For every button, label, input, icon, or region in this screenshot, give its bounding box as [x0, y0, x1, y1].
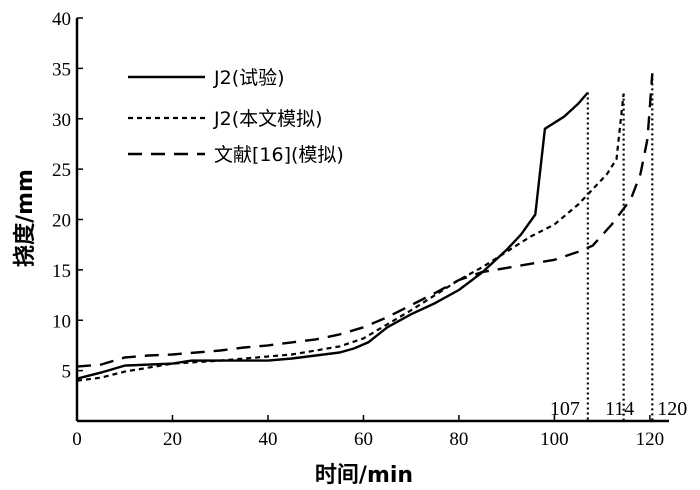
y-tick-label: 35 — [52, 59, 71, 80]
x-tick-label: 60 — [354, 429, 373, 450]
x-tick-label: 100 — [540, 429, 569, 450]
y-tick-label: 40 — [52, 9, 71, 30]
series-simulation-curve — [76, 93, 625, 382]
x-tick-label: 20 — [163, 429, 182, 450]
failure-time-label: 120 — [657, 398, 687, 420]
plot-frame — [75, 18, 669, 423]
x-axis-title: 时间/min — [315, 463, 413, 488]
failure-time-label: 107 — [550, 398, 580, 420]
x-tick-label: 120 — [636, 429, 665, 450]
legend-label-test: J2(试验) — [213, 67, 285, 89]
legend-label-ref: 文献[16](模拟) — [214, 144, 344, 166]
y-tick-label: 20 — [52, 211, 71, 232]
y-tick-label: 10 — [52, 311, 71, 332]
legend: J2(试验) J2(本文模拟) 文献[16](模拟) — [128, 67, 344, 166]
x-tick-label: 80 — [449, 429, 468, 450]
y-axis-ticks: 5 10 15 20 25 30 35 40 — [52, 9, 83, 383]
y-axis-title: 挠度/mm — [12, 169, 38, 267]
legend-label-sim: J2(本文模拟) — [213, 108, 323, 130]
y-tick-label: 15 — [52, 261, 71, 282]
y-tick-label: 30 — [52, 110, 71, 131]
series-reference-curve — [76, 73, 654, 368]
y-tick-label: 5 — [62, 362, 72, 383]
y-tick-label: 25 — [52, 160, 71, 181]
x-tick-label: 0 — [72, 429, 82, 450]
series-test-curve — [76, 91, 589, 380]
x-axis-ticks: 0 20 40 60 80 100 120 — [72, 415, 664, 450]
x-tick-label: 40 — [258, 429, 277, 450]
failure-markers: 107 114 120 — [550, 73, 687, 421]
failure-time-label: 114 — [605, 398, 634, 420]
